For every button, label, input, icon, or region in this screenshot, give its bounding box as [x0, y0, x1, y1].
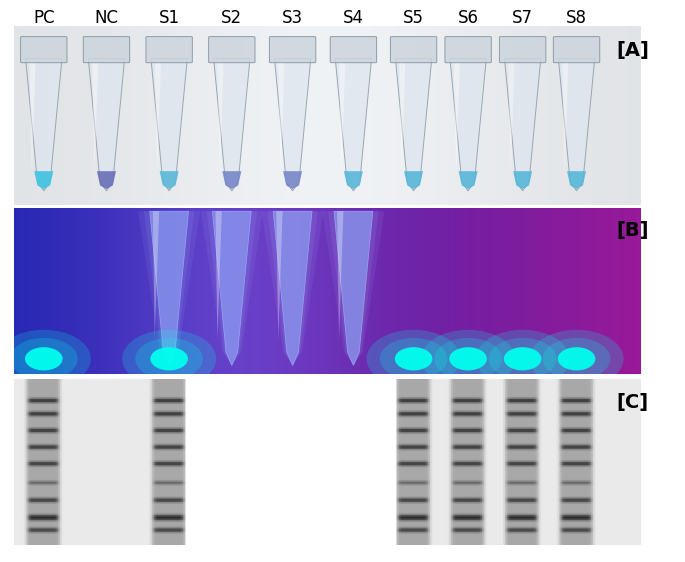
Text: S2: S2 — [221, 9, 242, 27]
FancyBboxPatch shape — [21, 37, 67, 63]
Text: S6: S6 — [458, 9, 479, 27]
Ellipse shape — [543, 338, 610, 380]
Polygon shape — [334, 211, 373, 365]
Ellipse shape — [504, 347, 541, 370]
FancyBboxPatch shape — [330, 37, 377, 63]
Polygon shape — [153, 211, 159, 341]
Ellipse shape — [530, 330, 623, 388]
Text: [A]: [A] — [616, 40, 649, 60]
Ellipse shape — [421, 330, 515, 388]
Text: S7: S7 — [512, 9, 533, 27]
Polygon shape — [138, 211, 200, 365]
Polygon shape — [150, 211, 188, 365]
Ellipse shape — [122, 330, 216, 388]
Polygon shape — [223, 171, 241, 189]
Ellipse shape — [379, 338, 447, 380]
FancyBboxPatch shape — [553, 37, 600, 63]
Ellipse shape — [395, 347, 432, 370]
Polygon shape — [558, 58, 595, 191]
Polygon shape — [450, 58, 486, 191]
Polygon shape — [513, 171, 532, 189]
Polygon shape — [323, 211, 384, 365]
Polygon shape — [160, 171, 179, 189]
Polygon shape — [504, 58, 541, 191]
Polygon shape — [275, 58, 311, 191]
Polygon shape — [339, 62, 345, 173]
FancyBboxPatch shape — [209, 37, 255, 63]
Text: S5: S5 — [403, 9, 424, 27]
Polygon shape — [34, 171, 53, 189]
FancyBboxPatch shape — [390, 37, 437, 63]
Polygon shape — [214, 58, 250, 191]
Polygon shape — [207, 211, 257, 365]
Polygon shape — [201, 211, 263, 365]
Text: [C]: [C] — [616, 393, 649, 411]
Polygon shape — [88, 58, 125, 191]
Polygon shape — [212, 211, 251, 365]
Ellipse shape — [475, 330, 570, 388]
Text: NC: NC — [95, 9, 119, 27]
Text: S3: S3 — [282, 9, 303, 27]
Text: PC: PC — [33, 9, 55, 27]
Text: S4: S4 — [343, 9, 364, 27]
Polygon shape — [273, 211, 312, 365]
Polygon shape — [273, 211, 312, 365]
Ellipse shape — [25, 347, 62, 370]
Polygon shape — [151, 58, 187, 191]
Polygon shape — [404, 171, 423, 189]
Polygon shape — [262, 211, 324, 365]
Ellipse shape — [366, 330, 460, 388]
FancyBboxPatch shape — [269, 37, 316, 63]
Text: S8: S8 — [566, 9, 587, 27]
Polygon shape — [216, 211, 222, 341]
Polygon shape — [217, 62, 224, 173]
Polygon shape — [395, 58, 432, 191]
Ellipse shape — [10, 338, 77, 380]
Polygon shape — [97, 171, 116, 189]
FancyBboxPatch shape — [499, 37, 546, 63]
Ellipse shape — [136, 338, 203, 380]
Polygon shape — [567, 171, 586, 189]
Polygon shape — [212, 211, 251, 365]
Polygon shape — [399, 62, 406, 173]
Polygon shape — [267, 211, 318, 365]
Text: [B]: [B] — [616, 221, 649, 240]
Polygon shape — [25, 58, 62, 191]
Polygon shape — [508, 62, 514, 173]
Polygon shape — [150, 211, 188, 365]
Polygon shape — [278, 62, 284, 173]
Ellipse shape — [150, 347, 188, 370]
Polygon shape — [334, 211, 373, 365]
Ellipse shape — [0, 330, 91, 388]
Polygon shape — [344, 171, 363, 189]
Polygon shape — [328, 211, 379, 365]
FancyBboxPatch shape — [146, 37, 192, 63]
Polygon shape — [155, 62, 161, 173]
Ellipse shape — [558, 347, 595, 370]
Ellipse shape — [434, 338, 502, 380]
Ellipse shape — [489, 338, 556, 380]
Polygon shape — [562, 62, 569, 173]
Polygon shape — [337, 211, 343, 341]
Polygon shape — [29, 62, 36, 173]
Text: S1: S1 — [159, 9, 179, 27]
FancyBboxPatch shape — [84, 37, 129, 63]
Polygon shape — [283, 171, 302, 189]
Polygon shape — [276, 211, 283, 341]
Polygon shape — [144, 211, 195, 365]
Polygon shape — [335, 58, 371, 191]
Ellipse shape — [449, 347, 487, 370]
FancyBboxPatch shape — [445, 37, 491, 63]
Polygon shape — [459, 171, 477, 189]
Polygon shape — [92, 62, 99, 173]
Polygon shape — [453, 62, 460, 173]
